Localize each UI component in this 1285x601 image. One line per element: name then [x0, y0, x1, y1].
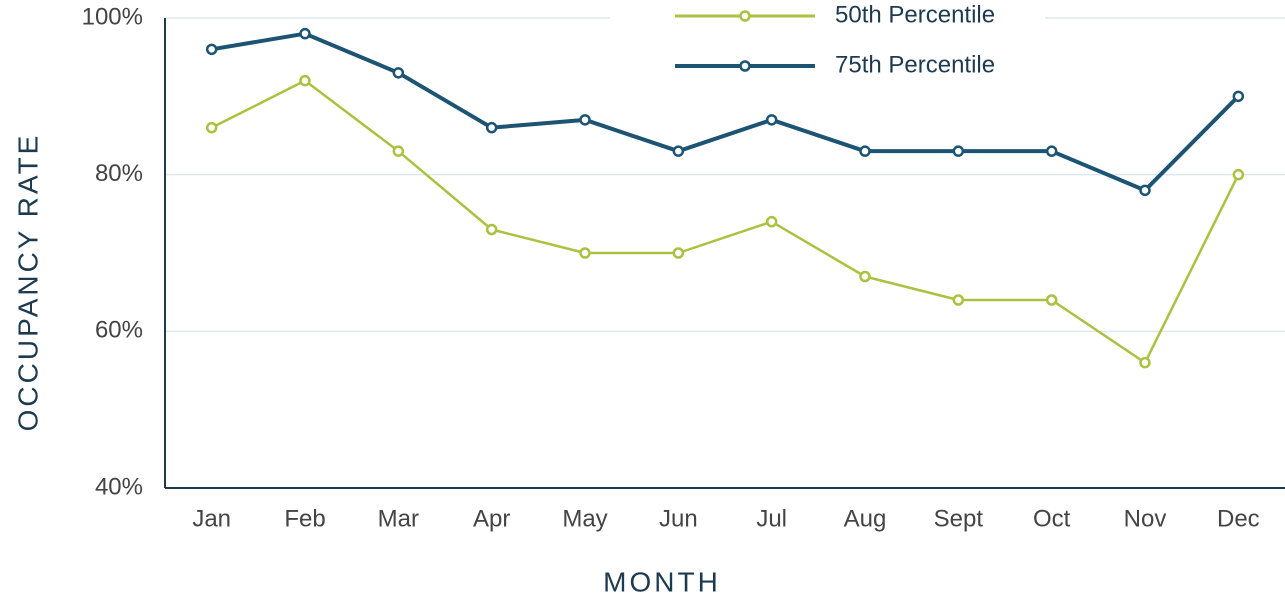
point [952, 145, 965, 157]
point [765, 215, 778, 228]
point [392, 67, 405, 79]
y-tick-label: 100% [82, 3, 143, 30]
x-tick-label: Jun [659, 505, 698, 532]
y-tick-label: 40% [95, 473, 143, 500]
x-tick-label: Dec [1217, 505, 1260, 532]
point [1232, 90, 1245, 103]
point [672, 247, 685, 259]
point [859, 270, 871, 283]
point [579, 247, 591, 259]
y-axis-title: OCCUPANCY RATE [12, 133, 43, 432]
point [485, 121, 498, 134]
x-tick-label: Aug [844, 505, 887, 532]
point [392, 145, 405, 157]
x-tick-label: Oct [1033, 505, 1071, 532]
point [1045, 145, 1058, 157]
point [952, 294, 965, 306]
point [1139, 356, 1151, 369]
x-tick-label: Nov [1124, 505, 1167, 532]
x-tick-label: Sept [934, 505, 984, 532]
point [859, 145, 871, 157]
point [299, 27, 311, 40]
point [1232, 168, 1245, 181]
x-tick-label: Jul [756, 505, 787, 532]
y-tick-label: 80% [95, 160, 143, 187]
x-axis-title: MONTH [603, 566, 721, 597]
point [205, 43, 218, 56]
series-line [211, 79, 1240, 364]
point [579, 114, 591, 126]
x-tick-label: May [562, 505, 607, 532]
x-tick-label: Mar [378, 505, 419, 532]
series-line [211, 31, 1240, 193]
x-tick-label: Jan [192, 505, 231, 532]
point [205, 121, 218, 134]
point [485, 223, 498, 236]
legend-label: 50th Percentile [835, 1, 995, 28]
point [299, 74, 311, 87]
point [1139, 184, 1151, 197]
point [1045, 294, 1058, 306]
x-tick-label: Feb [284, 505, 325, 532]
point [765, 114, 778, 126]
y-tick-label: 60% [95, 317, 143, 344]
legend-marker [739, 60, 751, 72]
legend-marker [739, 10, 751, 22]
legend-label: 75th Percentile [835, 51, 995, 78]
x-tick-label: Apr [473, 505, 510, 532]
point [672, 145, 685, 157]
